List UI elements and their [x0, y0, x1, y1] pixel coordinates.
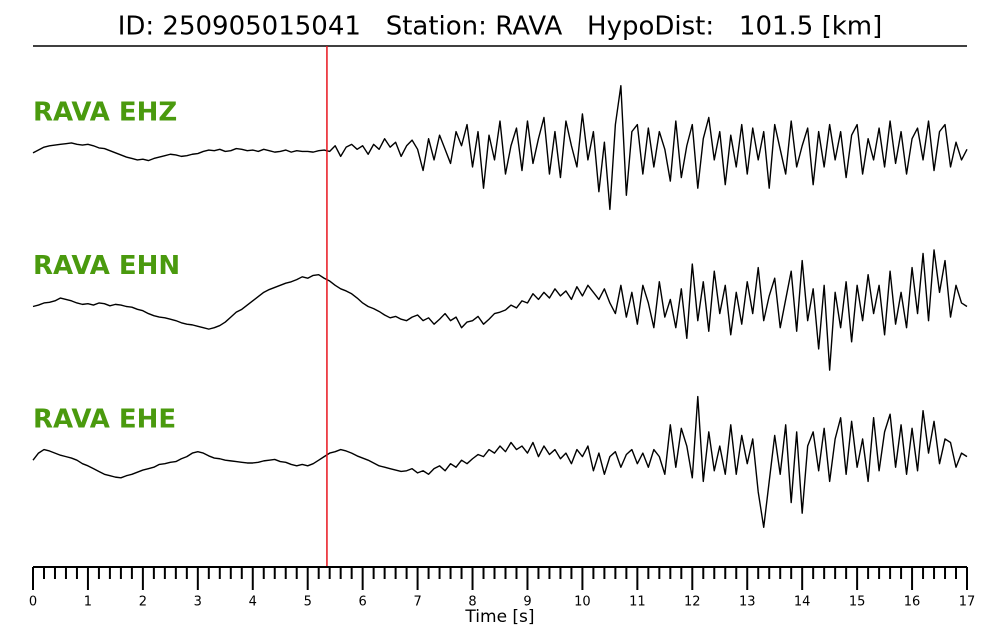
x-tick-label: 15 [849, 595, 866, 610]
waveform [32, 249, 968, 371]
trace-label: RAVA EHN [33, 251, 180, 281]
x-tick-label: 7 [413, 595, 421, 610]
x-tick-label: 5 [304, 595, 312, 610]
x-tick-label: 17 [959, 595, 976, 610]
x-tick-label: 2 [139, 595, 147, 610]
x-axis-label: Time [s] [464, 607, 534, 627]
x-tick-label: 1 [84, 595, 92, 610]
chart-title: ID: 250905015041 Station: RAVA HypoDist:… [118, 12, 883, 42]
trace-label: RAVA EHZ [33, 97, 177, 127]
x-tick-label: 16 [904, 595, 921, 610]
x-tick-label: 6 [359, 595, 367, 610]
x-tick-label: 3 [194, 595, 202, 610]
x-tick-label: 14 [794, 595, 811, 610]
x-tick-label: 0 [29, 595, 37, 610]
x-tick-label: 9 [523, 595, 531, 610]
x-tick-label: 10 [574, 595, 591, 610]
x-tick-label: 12 [684, 595, 701, 610]
trace-label: RAVA EHE [33, 405, 176, 435]
x-tick-label: 11 [629, 595, 646, 610]
x-tick-label: 8 [468, 595, 476, 610]
x-tick-label: 13 [739, 595, 756, 610]
waveform [32, 395, 968, 529]
waveform [32, 84, 968, 211]
x-tick-label: 4 [249, 595, 257, 610]
